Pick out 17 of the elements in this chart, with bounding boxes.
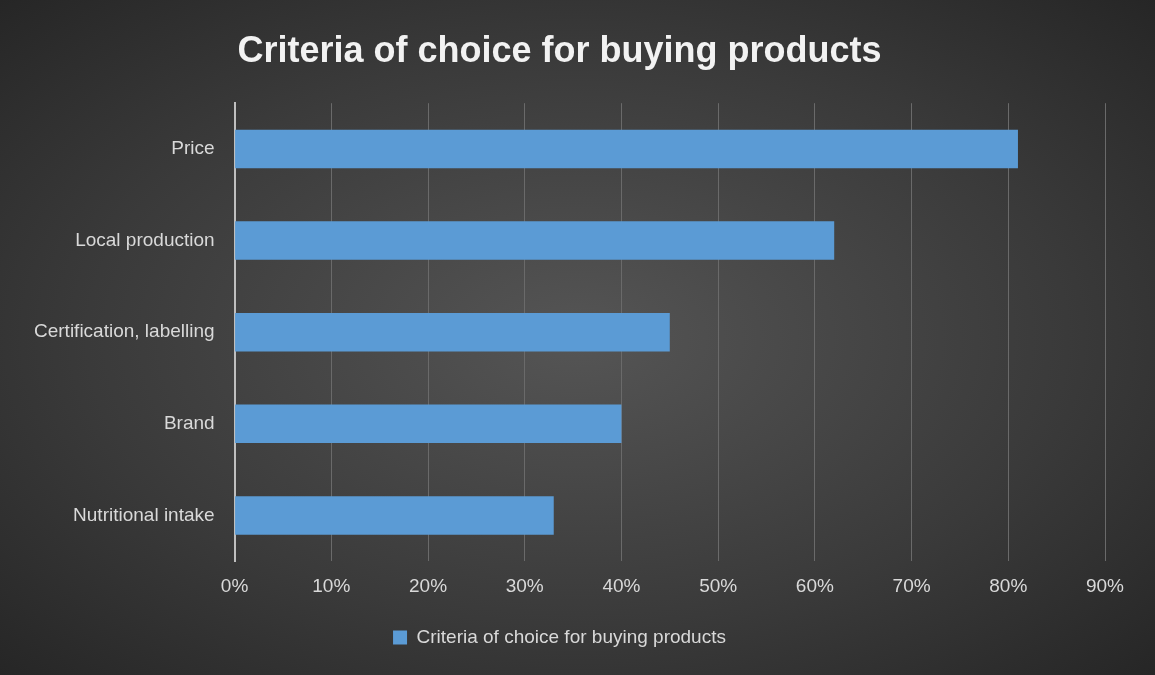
legend-label: Criteria of choice for buying products xyxy=(416,625,726,647)
y-tick-label: Brand xyxy=(163,412,215,434)
x-tick-label: 10% xyxy=(312,574,351,596)
x-tick-label: 60% xyxy=(795,574,834,596)
y-tick-label: Local production xyxy=(75,228,215,250)
x-tick-label: 40% xyxy=(602,574,641,596)
y-tick-label: Nutritional intake xyxy=(73,503,215,525)
y-tick-label: Price xyxy=(171,137,215,159)
chart-title: Criteria of choice for buying products xyxy=(237,28,882,70)
x-tick-label: 80% xyxy=(989,574,1028,596)
x-tick-label: 0% xyxy=(220,574,249,596)
y-tick-label: Certification, labelling xyxy=(34,320,215,342)
x-tick-label: 90% xyxy=(1085,574,1125,596)
x-tick-label: 70% xyxy=(892,574,931,596)
x-tick-label: 20% xyxy=(409,574,448,596)
x-tick-label: 50% xyxy=(699,574,738,596)
x-tick-label: 30% xyxy=(505,574,544,596)
